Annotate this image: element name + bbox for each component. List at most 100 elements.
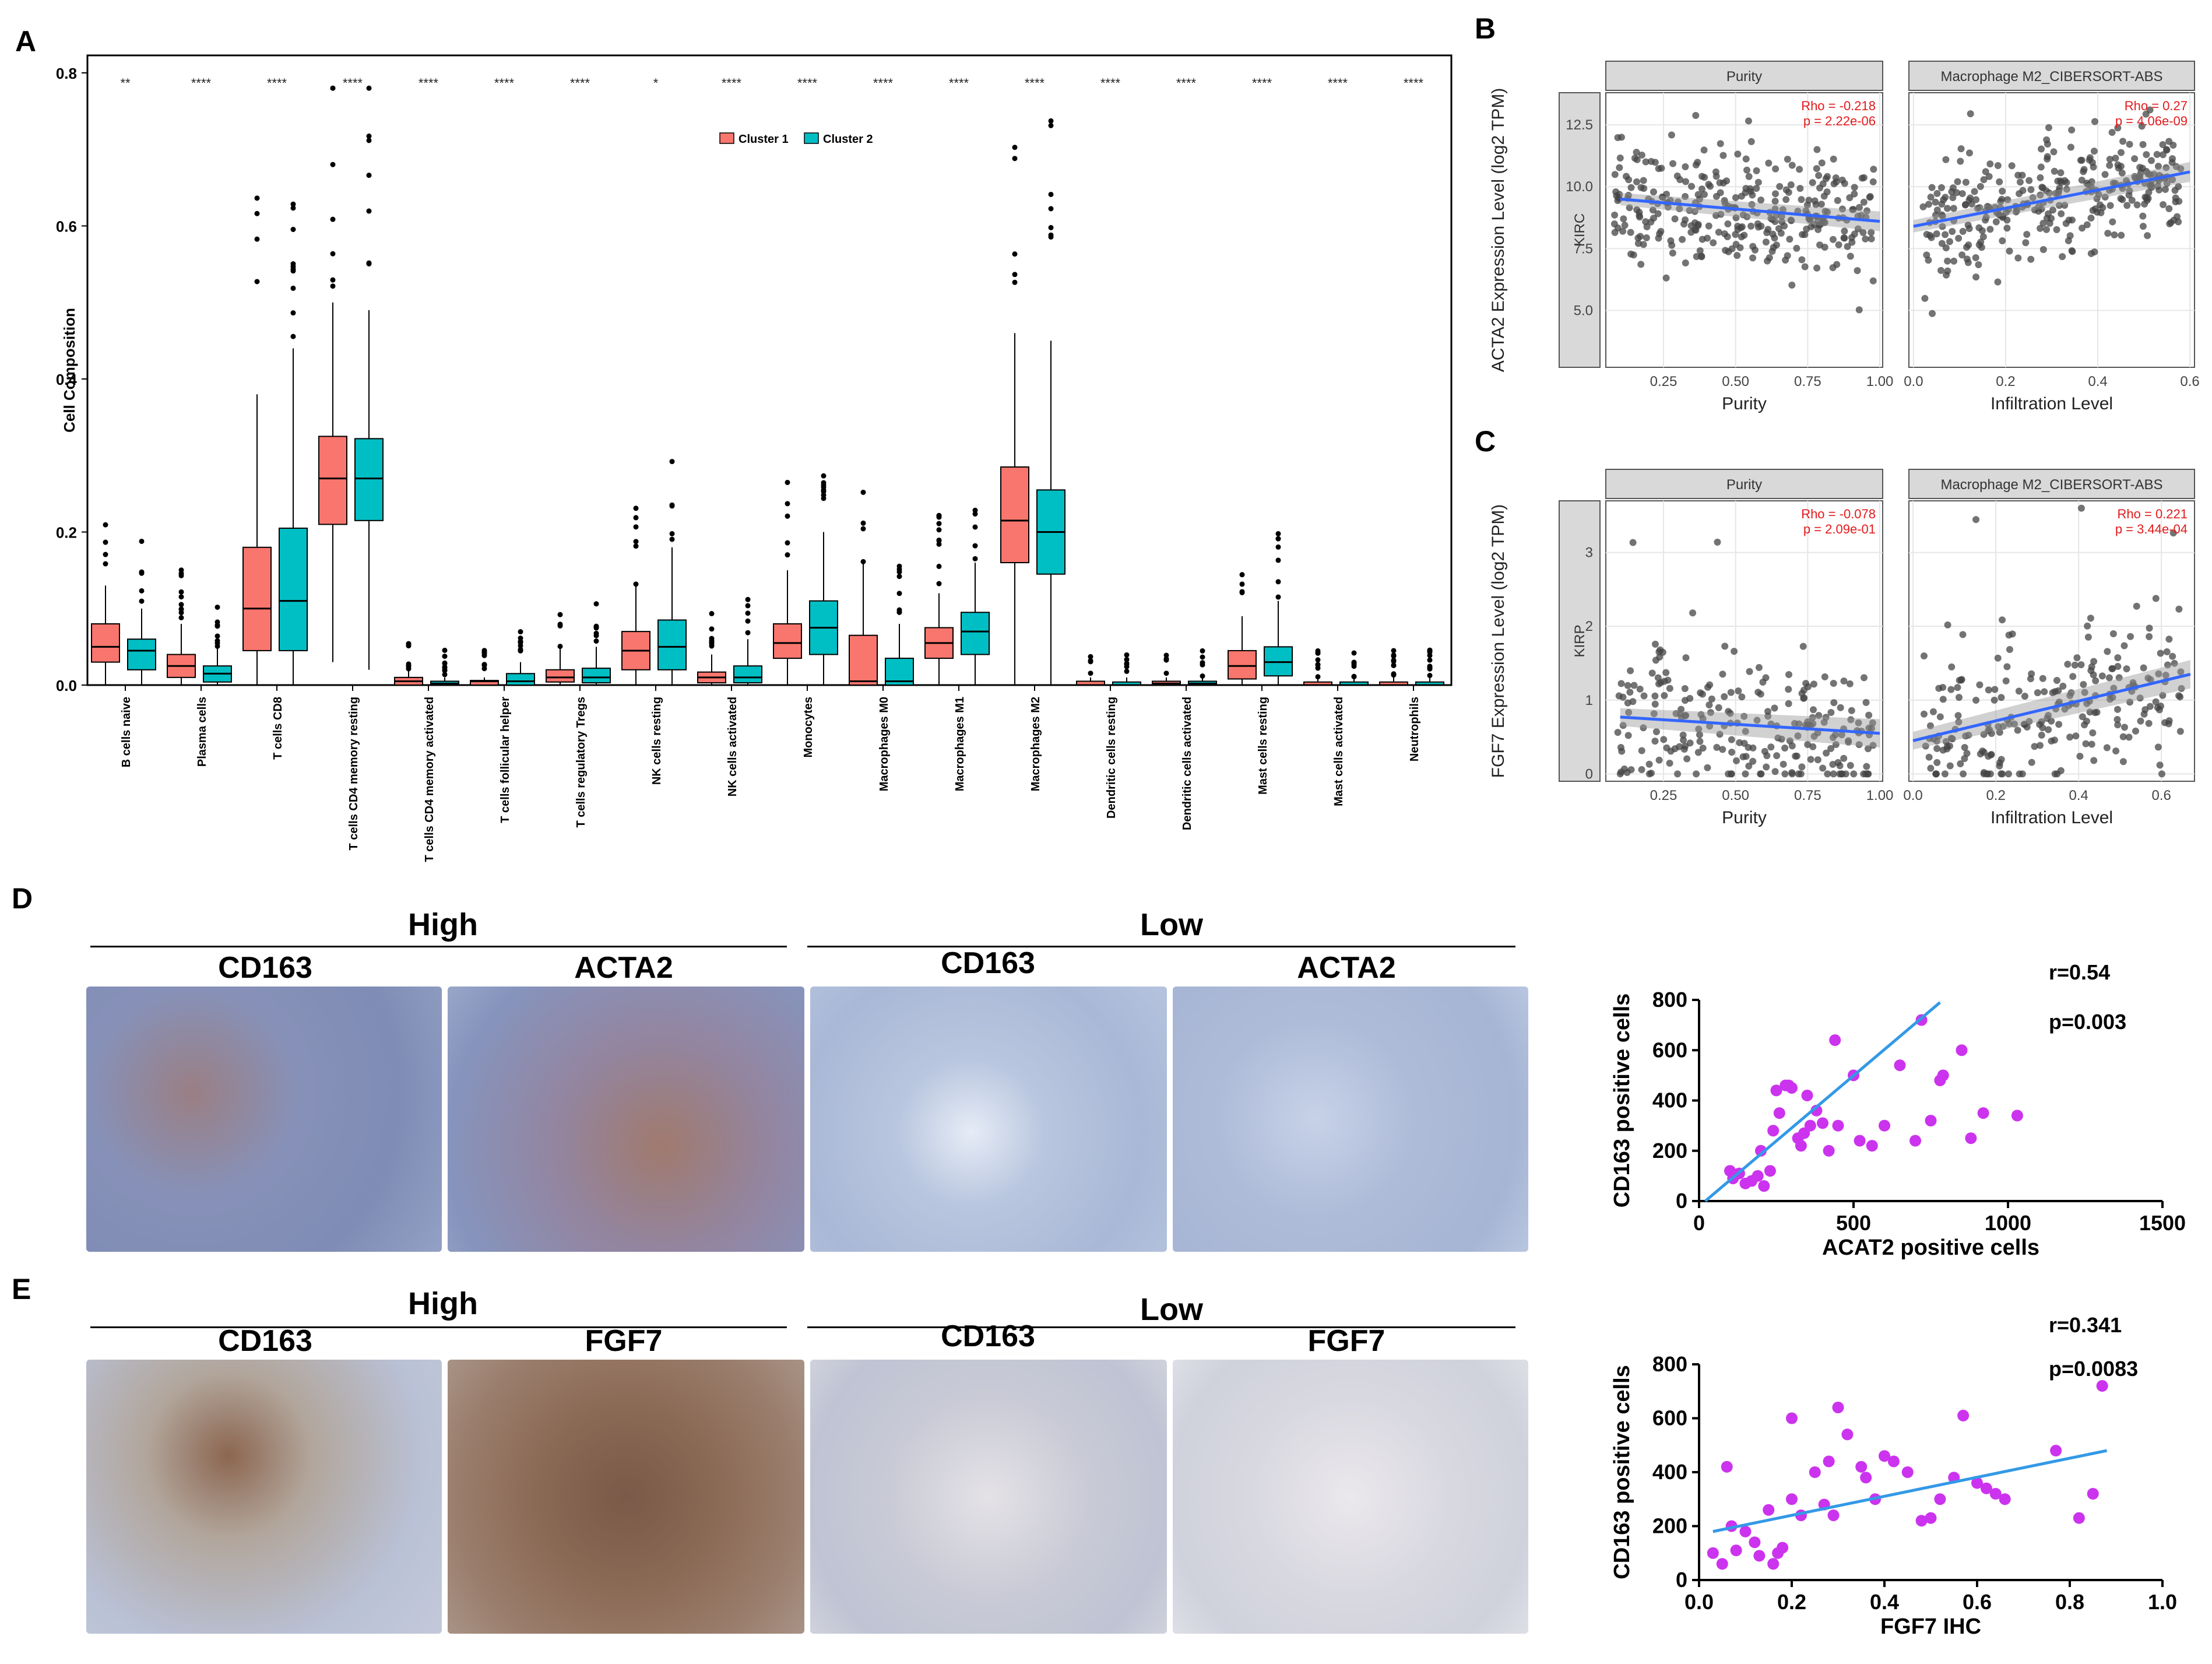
data-point: [1977, 750, 1984, 758]
data-point: [1654, 210, 1662, 217]
data-point: [2059, 253, 2066, 261]
p-value-label: p=0.0083: [2049, 1357, 2138, 1381]
data-point: [1823, 1145, 1835, 1157]
x-tick-label: T cells regulatory Tregs: [575, 697, 588, 828]
data-point: [1788, 282, 1796, 289]
data-point: [2172, 194, 2179, 202]
data-point: [1771, 205, 1779, 213]
data-point: [1972, 254, 1979, 261]
outlier-point: [972, 556, 978, 561]
data-point: [1832, 740, 1840, 748]
outlier-point: [254, 279, 260, 285]
outlier-point: [633, 539, 639, 545]
outlier-point: [1351, 659, 1357, 665]
data-point: [1614, 134, 1622, 141]
data-point: [1611, 229, 1619, 236]
data-point: [2164, 661, 2171, 669]
x-tick-label: 0.4: [2088, 374, 2107, 389]
data-point: [1694, 220, 1702, 228]
data-point: [1868, 229, 1875, 236]
data-point: [1834, 759, 1842, 766]
data-point: [1854, 1135, 1866, 1147]
data-point: [2137, 717, 2144, 725]
data-point: [1749, 757, 1757, 765]
data-point: [2037, 191, 2044, 199]
data-point: [1980, 176, 1988, 184]
data-point: [1870, 166, 1877, 173]
data-point: [1682, 193, 1689, 201]
x-tick-label: 1.0: [2148, 1590, 2177, 1614]
data-point: [1627, 250, 1635, 258]
data-point: [1827, 709, 1835, 717]
data-point: [1698, 690, 1706, 698]
data-point: [1819, 764, 1827, 772]
data-point: [2090, 658, 2098, 665]
data-point: [1820, 718, 1828, 726]
y-tick-label: 0.4: [56, 371, 78, 388]
outlier-point: [936, 581, 942, 587]
data-point: [1629, 539, 1637, 546]
outlier-point: [860, 526, 866, 532]
data-point: [1813, 165, 1820, 173]
outlier-point: [518, 648, 523, 654]
data-point: [1667, 747, 1675, 755]
data-point: [1616, 164, 1623, 171]
x-tick-label: Macrophages M2: [1029, 697, 1042, 791]
outlier-point: [745, 610, 751, 616]
y-axis-title: ACTA2 Expression Level (log2 TPM): [1489, 88, 1508, 372]
legend-label: Cluster 1: [738, 133, 789, 146]
data-point: [1938, 240, 1946, 247]
data-point: [1955, 234, 1963, 242]
outlier-point: [1391, 662, 1397, 668]
data-point: [2066, 733, 2074, 741]
data-point: [1749, 191, 1756, 199]
data-point: [2160, 201, 2167, 209]
x-tick-label: T cells CD4 memory resting: [347, 697, 360, 850]
data-point: [1753, 1550, 1766, 1562]
data-point: [1696, 738, 1704, 745]
data-point: [1962, 178, 1970, 186]
outlier-point: [442, 654, 448, 659]
x-tick-label: Mast cells resting: [1257, 697, 1269, 795]
data-point: [1800, 694, 1808, 702]
outlier-point: [1124, 668, 1130, 674]
data-point: [1754, 689, 1762, 696]
data-point: [2143, 196, 2151, 204]
p-value-label: p=0.003: [2049, 1010, 2126, 1034]
row-strip-label: KIRC: [1572, 213, 1588, 247]
data-point: [1745, 762, 1753, 770]
data-point: [1770, 244, 1777, 251]
data-point: [2133, 201, 2141, 209]
box: [961, 612, 990, 655]
data-point: [2061, 202, 2069, 209]
data-point: [1721, 643, 1729, 650]
x-tick-label: Mast cells activated: [1332, 697, 1345, 806]
d-low-rule: [807, 946, 1515, 947]
data-point: [1757, 770, 1764, 778]
x-tick-label: 0.2: [1986, 788, 2005, 803]
data-point: [1869, 719, 1876, 726]
d-image-1-title: CD163: [218, 951, 312, 985]
data-point: [2161, 185, 2169, 193]
data-point: [1627, 667, 1634, 675]
y-axis-title: CD163 positive cells: [1610, 994, 1634, 1208]
data-point: [1733, 252, 1741, 259]
data-point: [1954, 684, 1961, 691]
significance-label: ****: [1404, 76, 1424, 90]
outlier-point: [896, 609, 902, 615]
x-axis-title: Purity: [1722, 808, 1767, 827]
data-point: [1753, 717, 1761, 724]
data-point: [1977, 182, 1984, 190]
data-point: [2103, 744, 2111, 752]
outlier-point: [1012, 145, 1018, 150]
data-point: [2027, 186, 2035, 194]
data-point: [2037, 163, 2045, 171]
data-point: [2169, 652, 2176, 660]
data-point: [1999, 616, 2006, 624]
data-point: [2076, 753, 2084, 760]
data-point: [1767, 743, 1775, 751]
rho-label: Rho = 0.221: [2118, 507, 2188, 521]
data-point: [1957, 145, 1965, 153]
data-point: [1682, 654, 1690, 662]
data-point: [1661, 677, 1668, 685]
